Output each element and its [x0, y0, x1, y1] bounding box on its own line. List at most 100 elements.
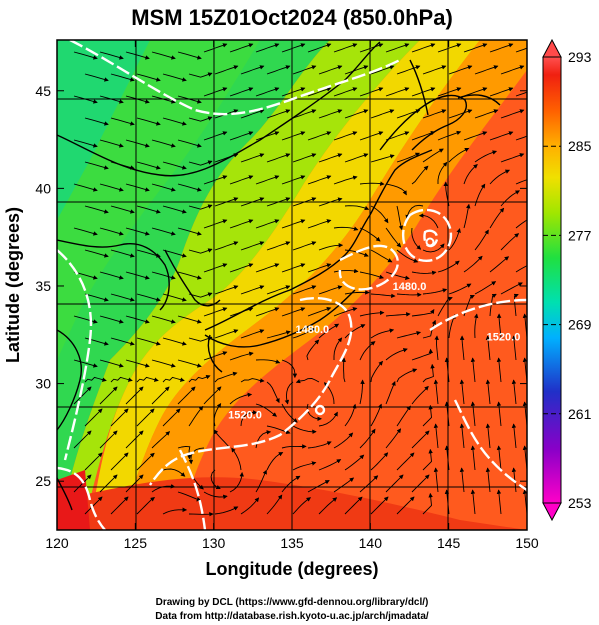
wind-arrow	[177, 271, 202, 280]
wind-arrow	[496, 313, 502, 339]
wind-arrow	[84, 452, 103, 471]
wind-arrow	[203, 386, 222, 405]
wind-arrow	[110, 205, 135, 214]
wind-arrow	[229, 87, 254, 97]
wind-arrow	[448, 228, 461, 251]
wind-arrow	[203, 263, 228, 273]
wind-arrow	[266, 381, 280, 404]
wind-arrow	[240, 197, 265, 207]
colorbar-ticks: 293 285 277 269 261 253	[543, 49, 592, 511]
wind-arrow	[162, 337, 187, 346]
wind-arrow	[210, 469, 221, 490]
y-axis-label: Latitude (degrees)	[3, 207, 23, 363]
y-tick-label: 35	[35, 278, 51, 294]
wind-arrow	[307, 131, 332, 141]
wind-arrow	[444, 357, 450, 383]
wind-arrow	[370, 360, 383, 383]
wind-arrow	[318, 153, 343, 163]
wind-arrow	[151, 51, 176, 60]
wind-arrow	[281, 43, 306, 53]
wind-arrow	[496, 401, 502, 427]
x-tick-label: 140	[359, 535, 383, 551]
wind-arrow	[84, 161, 109, 170]
wind-arrow	[84, 249, 109, 258]
wind-arrow	[318, 197, 343, 207]
wind-arrow	[385, 348, 408, 361]
wind-arrow	[229, 131, 254, 141]
wind-arrow	[73, 95, 98, 104]
wind-arrow	[307, 219, 332, 229]
wind-arrow	[463, 43, 488, 53]
wind-arrow	[84, 337, 109, 346]
wind-arrow	[396, 109, 421, 119]
wind-arrow	[359, 428, 376, 449]
wind-arrow	[306, 339, 320, 361]
wind-arrow	[229, 43, 254, 53]
contour-label: 1520.0	[228, 410, 262, 422]
wind-arrow	[177, 183, 202, 192]
wind-arrow	[229, 351, 254, 361]
wind-arrow	[396, 452, 415, 471]
wind-arrow	[396, 330, 422, 339]
wind-arrow	[422, 404, 433, 427]
wind-arrow	[448, 65, 473, 75]
x-tick-label: 145	[437, 535, 461, 551]
wind-arrow	[151, 227, 176, 236]
wind-arrow	[188, 374, 211, 383]
wind-arrow	[463, 87, 488, 97]
contour-label: 1480.0	[393, 281, 427, 293]
wind-arrow	[396, 496, 415, 515]
x-axis-ticks: 120 125 130 135 140 145 150	[45, 40, 539, 551]
wind-arrow	[203, 87, 228, 97]
wind-arrow	[470, 489, 476, 515]
wind-arrow	[292, 153, 317, 163]
wind-arrow	[281, 175, 306, 185]
wind-arrow	[125, 95, 150, 104]
wind-arrow	[333, 432, 354, 449]
wind-arrow	[255, 263, 280, 273]
wind-arrow	[341, 357, 346, 383]
wind-arrow	[344, 205, 370, 211]
wind-arrow	[162, 507, 188, 515]
wind-arrow	[281, 444, 307, 449]
wind-arrow	[396, 205, 404, 231]
wind-arrow	[281, 359, 298, 379]
wind-arrow	[473, 313, 479, 339]
wind-arrow	[203, 219, 228, 229]
wind-arrow	[513, 293, 519, 317]
wind-arrow	[292, 197, 317, 207]
wind-arrow	[333, 337, 343, 360]
wind-arrow	[255, 219, 280, 229]
wind-arrow	[240, 378, 265, 383]
wind-arrow	[292, 241, 317, 251]
wind-arrow	[84, 376, 107, 383]
wind-arrow	[136, 249, 161, 258]
wind-arrow	[385, 183, 407, 196]
wind-arrow	[515, 219, 527, 229]
wind-arrow	[489, 207, 505, 229]
wind-arrow	[177, 359, 202, 368]
x-tick-label: 135	[280, 535, 304, 551]
wind-arrow	[500, 109, 525, 119]
wind-arrow	[496, 357, 502, 383]
wind-arrow	[203, 307, 228, 317]
wind-arrow	[405, 204, 424, 220]
wind-arrow	[411, 430, 430, 449]
wind-arrow	[433, 379, 439, 405]
wind-arrow	[84, 408, 103, 427]
wind-arrow	[448, 109, 473, 119]
wind-arrow	[203, 491, 228, 500]
y-tick-label: 25	[35, 473, 51, 489]
wind-arrow	[266, 65, 291, 75]
wind-arrow	[229, 175, 254, 185]
wind-arrow	[448, 147, 470, 163]
wind-arrow	[255, 359, 281, 364]
wind-arrow	[266, 109, 291, 119]
wind-arrow	[422, 65, 447, 75]
credit-line-1: Drawing by DCL (https://www.gfd-dennou.o…	[156, 597, 429, 608]
wind-arrow	[437, 296, 453, 317]
wind-arrow	[214, 506, 239, 515]
wind-arrow	[255, 87, 280, 97]
wind-arrow	[214, 371, 238, 383]
wind-arrow	[136, 205, 161, 214]
